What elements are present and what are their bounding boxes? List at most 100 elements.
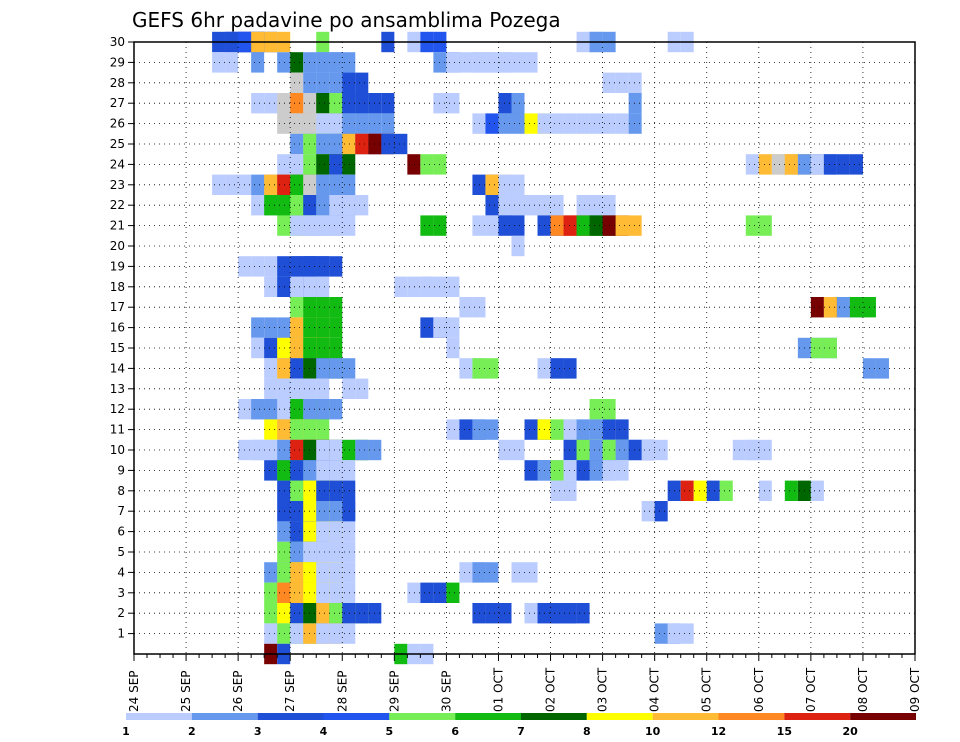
heatmap-cell — [329, 603, 343, 624]
heatmap-cell — [342, 501, 356, 522]
y-tick-label: 26 — [110, 117, 125, 131]
heatmap-cell — [342, 582, 356, 603]
heatmap-cell — [251, 52, 265, 73]
heatmap-cell — [277, 521, 291, 542]
heatmap-cell — [316, 460, 330, 481]
heatmap-cell — [563, 419, 577, 440]
y-tick-label: 21 — [110, 219, 125, 233]
heatmap-cell — [550, 195, 564, 216]
heatmap-cell — [407, 154, 421, 175]
colorbar-segment — [323, 713, 390, 720]
heatmap-cell — [329, 317, 343, 338]
heatmap-cell — [355, 133, 369, 155]
x-tick-label: 02 OCT — [544, 667, 558, 712]
heatmap-cell — [563, 480, 577, 501]
heatmap-cell — [485, 174, 499, 195]
heatmap-cell — [485, 358, 499, 379]
heatmap-cell — [342, 174, 356, 195]
y-tick-label: 3 — [117, 586, 125, 600]
heatmap-cell — [810, 297, 824, 318]
heatmap-cell — [719, 480, 733, 501]
heatmap-cell — [290, 93, 304, 114]
heatmap-cell — [654, 623, 668, 644]
x-axis-ticks: 24 SEP 25 SEP 26 SEP 27 SEP 28 SEP 29 SEP 30 S… — [127, 654, 922, 712]
colorbar-segment — [718, 713, 785, 720]
heatmap-cell — [524, 419, 538, 440]
heatmap-cell — [875, 358, 889, 379]
y-tick-label: 12 — [110, 402, 125, 416]
heatmap-cell — [420, 215, 434, 236]
y-tick-label: 14 — [110, 361, 125, 375]
heatmap-cell — [576, 195, 590, 216]
x-tick-label: 25 SEP — [179, 670, 193, 712]
heatmap-cell — [316, 541, 330, 563]
heatmap-cell — [472, 297, 486, 318]
heatmap-cell — [277, 541, 291, 563]
heatmap-cell — [316, 399, 330, 420]
heatmap-cell — [277, 603, 291, 624]
heatmap-cell — [290, 439, 304, 461]
heatmap-cell — [316, 113, 330, 134]
heatmap-cell — [355, 378, 369, 399]
heatmap-cell — [550, 113, 564, 134]
heatmap-cell — [316, 72, 330, 93]
heatmap-cell — [745, 439, 759, 461]
heatmap-cell — [316, 256, 330, 277]
heatmap-cell — [472, 419, 486, 440]
colorbar-label: 12 — [711, 725, 726, 738]
heatmap-cell — [329, 399, 343, 420]
heatmap-cell — [277, 317, 291, 338]
x-tick-label: 28 SEP — [335, 670, 349, 712]
colorbar-label: 5 — [386, 725, 394, 738]
heatmap-cell — [459, 358, 473, 379]
colorbar-label: 7 — [517, 725, 525, 738]
heatmap-cell — [511, 235, 525, 257]
heatmap-cell — [329, 174, 343, 195]
heatmap-cell — [680, 480, 694, 501]
heatmap-cell — [628, 113, 642, 134]
heatmap-cell — [355, 93, 369, 114]
heatmap-cell — [459, 419, 473, 440]
heatmap-cell — [277, 93, 291, 114]
heatmap-cell — [615, 215, 629, 236]
heatmap-cell — [342, 133, 356, 155]
heatmap-cell — [316, 501, 330, 522]
heatmap-cell — [446, 52, 460, 73]
heatmap-cell — [277, 623, 291, 644]
heatmap-cell — [485, 419, 499, 440]
heatmap-cell — [576, 439, 590, 461]
y-tick-label: 11 — [110, 423, 125, 437]
heatmap-cell — [316, 276, 330, 297]
heatmap-cell — [381, 93, 395, 114]
heatmap-cell — [342, 195, 356, 216]
heatmap-cell — [264, 358, 278, 379]
heatmap-cell — [277, 52, 291, 73]
heatmap-cell — [511, 93, 525, 114]
heatmap-cell — [381, 133, 395, 155]
heatmap-cell — [485, 52, 499, 73]
heatmap-cell — [342, 603, 356, 624]
heatmap-cell — [342, 562, 356, 583]
colorbar-label: 15 — [777, 725, 792, 738]
y-tick-label: 29 — [110, 55, 125, 69]
heatmap-cell — [329, 521, 343, 542]
heatmap-cell — [329, 501, 343, 522]
heatmap-cell — [615, 419, 629, 440]
heatmap-cell — [251, 399, 265, 420]
heatmap-cell — [472, 603, 486, 624]
heatmap-cell — [251, 93, 265, 114]
y-tick-label: 9 — [117, 463, 125, 477]
heatmap-cell — [290, 113, 304, 134]
heatmap-cell — [550, 480, 564, 501]
heatmap-cell — [316, 439, 330, 461]
heatmap-cell — [277, 419, 291, 440]
heatmap-cell — [264, 276, 278, 297]
heatmap-cell — [485, 113, 499, 134]
heatmap-cell — [264, 582, 278, 603]
heatmap-cell — [550, 460, 564, 481]
heatmap-cell — [277, 174, 291, 195]
heatmap-cell — [342, 623, 356, 644]
heatmap-cell — [264, 174, 278, 195]
heatmap-cell — [342, 93, 356, 114]
heatmap-cell — [316, 378, 330, 399]
